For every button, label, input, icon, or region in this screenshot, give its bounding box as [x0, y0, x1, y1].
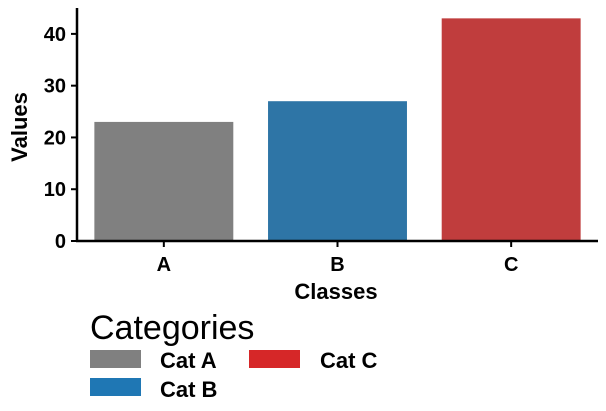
x-tick-label: B [330, 254, 344, 276]
legend-swatch [249, 350, 300, 368]
x-tick-label: A [157, 254, 171, 276]
x-ticks-group: A B C [157, 241, 518, 276]
y-tick-label: 40 [44, 24, 66, 46]
legend: Categories Cat A Cat B Cat C [90, 309, 378, 402]
y-tick-label: 10 [44, 179, 66, 201]
legend-entries: Cat A Cat B Cat C [90, 348, 378, 402]
bar-c [441, 18, 581, 241]
legend-swatch [90, 350, 141, 368]
legend-swatch [90, 378, 141, 396]
x-tick-label: C [504, 254, 518, 276]
y-tick-label: 30 [44, 76, 66, 98]
bar-a [94, 121, 234, 241]
legend-label: Cat B [160, 377, 217, 402]
legend-title: Categories [90, 309, 254, 347]
y-axis-title: Values [7, 92, 32, 162]
y-tick-label: 0 [55, 231, 66, 253]
y-tick-label: 20 [44, 127, 66, 149]
bars-group [94, 18, 581, 241]
x-axis-title: Classes [294, 279, 377, 304]
legend-label: Cat C [320, 348, 378, 373]
y-ticks-group: 0 10 20 30 40 [44, 24, 77, 253]
bar-b [268, 101, 407, 241]
legend-label: Cat A [160, 348, 217, 373]
